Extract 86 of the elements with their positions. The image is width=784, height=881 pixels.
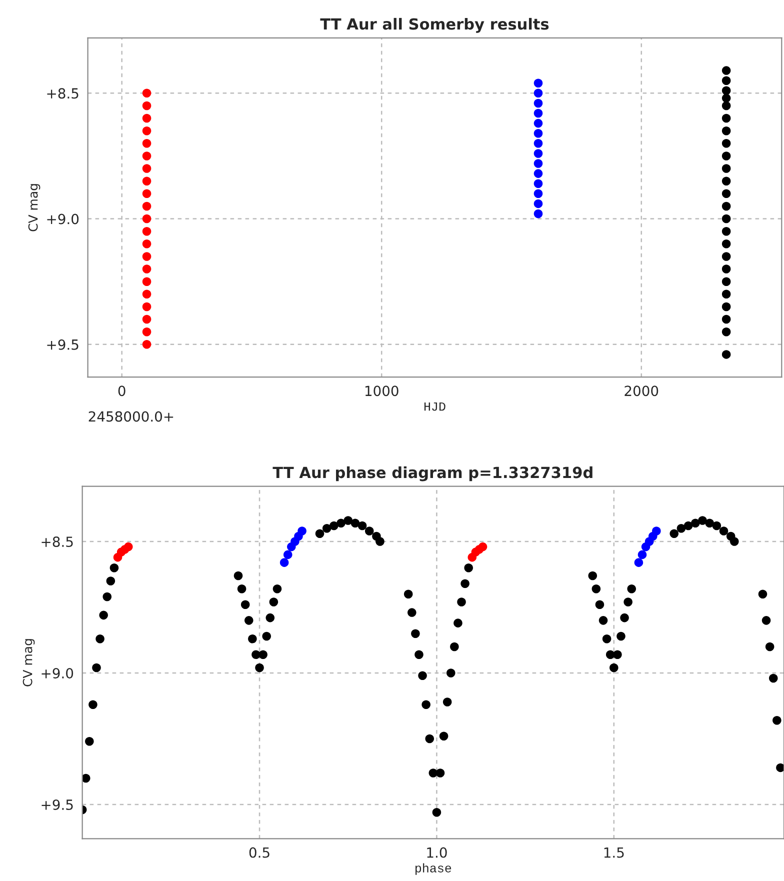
point [142, 214, 152, 224]
point [722, 302, 731, 312]
point [722, 202, 731, 211]
point [722, 101, 731, 110]
x-tick-label: 0.5 [249, 847, 270, 858]
y-tick-label: +9.0 [42, 668, 74, 679]
point [142, 302, 152, 312]
y-tick-label: +9.5 [47, 339, 78, 350]
point [534, 189, 543, 198]
text: 2458000.0+ [88, 411, 174, 422]
y-tick-label: +9.5 [42, 799, 73, 810]
point [534, 209, 543, 218]
y-axis-title: CV mag [22, 639, 35, 686]
x-tick-label: 1.0 [427, 847, 447, 858]
point [534, 199, 543, 208]
point [142, 88, 152, 98]
point [722, 277, 731, 286]
point [478, 542, 488, 552]
point [142, 202, 152, 211]
point [722, 240, 731, 248]
point [142, 176, 152, 186]
point [722, 114, 731, 123]
point [142, 290, 152, 299]
point [142, 340, 152, 349]
point [722, 314, 731, 324]
point [722, 264, 731, 274]
point [722, 350, 731, 359]
point [142, 164, 152, 173]
point [722, 164, 731, 173]
point [142, 152, 152, 160]
chart-title: TT Aur phase diagram p=1.3327319d [272, 466, 592, 482]
point [722, 139, 731, 148]
point [124, 542, 133, 552]
x-tick-label: 1.5 [604, 847, 624, 858]
point [142, 101, 152, 110]
x-tick-label: 2000 [624, 386, 658, 396]
point [722, 214, 731, 224]
point [280, 558, 289, 567]
point [722, 252, 731, 261]
point [142, 327, 152, 336]
point [534, 98, 543, 108]
point [534, 159, 543, 168]
point [142, 114, 152, 123]
point [534, 169, 543, 178]
point [142, 189, 152, 198]
point [142, 252, 152, 261]
point [534, 88, 543, 98]
point [722, 176, 731, 186]
x-tick-label: 1000 [365, 386, 398, 396]
point [142, 126, 152, 136]
point [534, 108, 543, 118]
y-axis-title: CV mag [28, 184, 40, 232]
point [722, 76, 731, 85]
point [534, 118, 543, 128]
x-tick-label: 0 [118, 386, 126, 396]
point [722, 66, 731, 75]
point [142, 277, 152, 286]
point [283, 550, 292, 560]
point [298, 526, 306, 536]
point [142, 139, 152, 148]
point [722, 86, 731, 96]
point [534, 78, 543, 88]
x-axis-title: HJD [424, 402, 446, 411]
point [722, 290, 731, 299]
chart-title: TT Aur all Somerby results [320, 18, 549, 33]
point [534, 149, 543, 158]
point [142, 314, 152, 324]
point [142, 226, 152, 236]
x-axis-title: phase [415, 863, 452, 875]
y-tick-label: +9.0 [47, 214, 79, 224]
point [652, 526, 661, 536]
point [722, 327, 731, 336]
point [722, 126, 731, 136]
point [634, 558, 644, 567]
point [534, 179, 543, 188]
point [534, 139, 543, 148]
point [722, 94, 731, 103]
y-tick-label: +8.5 [47, 88, 78, 99]
y-tick-label: +8.5 [42, 536, 73, 548]
point [638, 550, 647, 560]
point [534, 128, 543, 138]
point [142, 240, 152, 248]
point [722, 226, 731, 236]
point [142, 264, 152, 274]
point [722, 189, 731, 198]
point [722, 152, 731, 160]
